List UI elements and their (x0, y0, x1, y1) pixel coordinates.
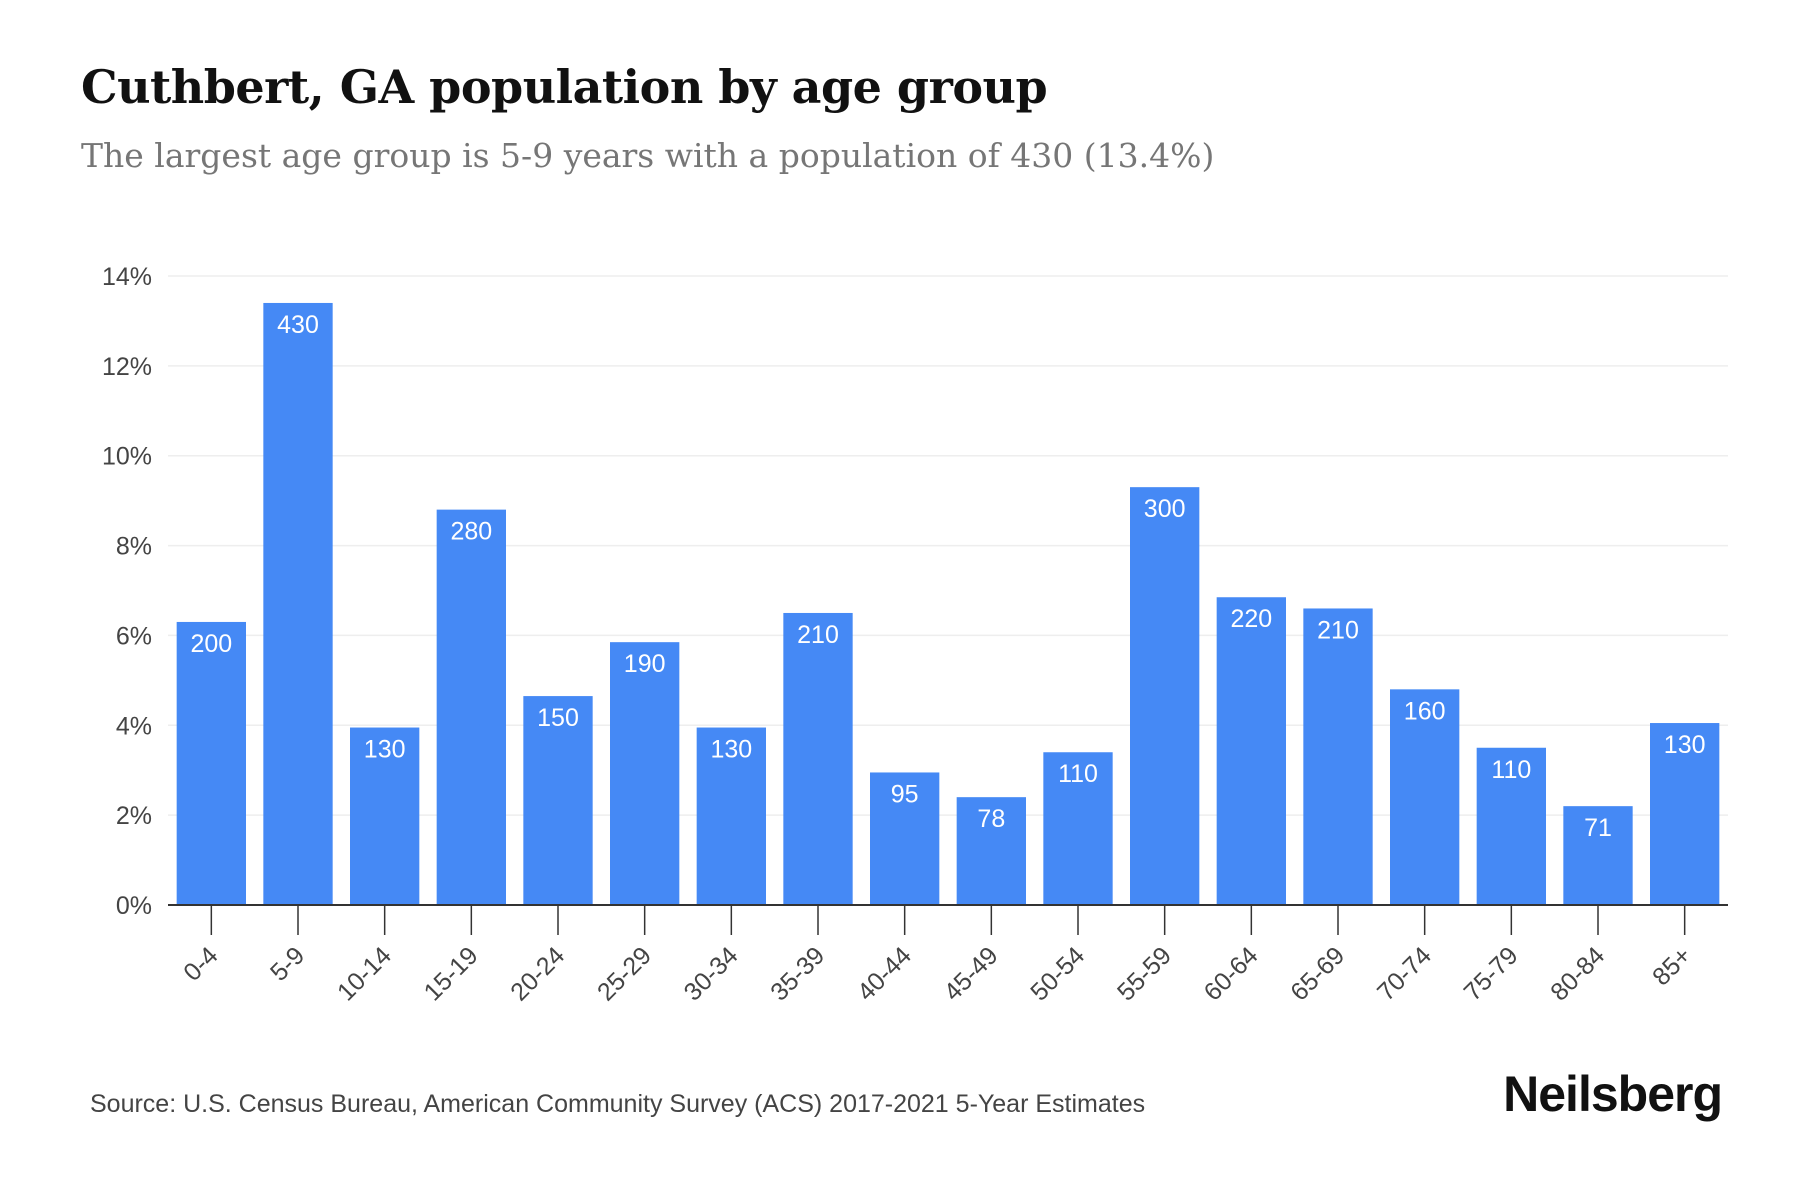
x-tick-label: 55-59 (1112, 941, 1177, 1006)
bar-value-label: 160 (1404, 697, 1446, 725)
bar-10-14 (350, 727, 420, 905)
source-note: Source: U.S. Census Bureau, American Com… (90, 1090, 1146, 1118)
bar-value-label: 200 (190, 630, 232, 658)
x-tick-label: 75-79 (1459, 941, 1524, 1006)
x-tick-label: 15-19 (419, 941, 484, 1006)
y-tick-label: 14% (102, 263, 152, 291)
x-tick-label: 65-69 (1285, 941, 1350, 1006)
bar-40-44 (870, 772, 940, 905)
bar-45-49 (956, 797, 1026, 905)
bar-80-84 (1563, 806, 1633, 905)
y-tick-label: 2% (116, 802, 152, 830)
bar-value-label: 130 (710, 736, 752, 764)
bar-value-label: 220 (1230, 605, 1272, 633)
bar-60-64 (1216, 597, 1286, 905)
y-tick-label: 4% (116, 712, 152, 740)
x-tick-label: 30-34 (679, 941, 744, 1006)
grid-lines (168, 275, 1728, 816)
x-tick-label: 80-84 (1545, 941, 1610, 1006)
x-tick-label: 25-29 (592, 941, 657, 1006)
bar-30-34 (696, 727, 766, 905)
x-tick-label: 10-14 (332, 941, 397, 1006)
chart-title: Cuthbert, GA population by age group (81, 60, 1048, 114)
bar-value-label: 210 (797, 621, 839, 649)
bar-35-39 (783, 612, 853, 905)
y-tick-label: 6% (116, 622, 152, 650)
bar-value-label: 150 (537, 704, 579, 732)
bar-value-label: 71 (1584, 814, 1612, 842)
y-tick-label: 10% (102, 443, 152, 471)
bar-value-label: 130 (1664, 731, 1706, 759)
y-tick-label: 12% (102, 353, 152, 381)
x-tick-label: 20-24 (505, 941, 570, 1006)
x-tick-label: 70-74 (1372, 941, 1437, 1006)
chart-subtitle: The largest age group is 5-9 years with … (81, 136, 1215, 175)
bar-value-label: 110 (1058, 760, 1098, 788)
bar-20-24 (523, 696, 593, 905)
bar-value-label: 210 (1317, 616, 1359, 644)
bar-50-54 (1043, 752, 1113, 905)
bar-75-79 (1476, 747, 1546, 905)
x-tick-label: 85+ (1647, 941, 1697, 991)
bar-5-9 (263, 302, 333, 905)
x-tick-label: 35-39 (765, 941, 830, 1006)
y-tick-label: 8% (116, 533, 152, 561)
bar-value-label: 110 (1491, 756, 1531, 784)
x-tick-label: 40-44 (852, 941, 917, 1006)
bar-0-4 (176, 621, 246, 905)
bar-value-label: 95 (891, 780, 919, 808)
bar-value-label: 190 (624, 650, 666, 678)
x-tick-label: 0-4 (178, 941, 223, 986)
bar-15-19 (436, 509, 506, 905)
x-tick-label: 50-54 (1025, 941, 1090, 1006)
bars (176, 302, 1720, 905)
bar-55-59 (1130, 487, 1200, 905)
bar-value-label: 430 (277, 311, 319, 339)
y-tick-label: 0% (116, 892, 152, 920)
x-tick-label: 60-64 (1199, 941, 1264, 1006)
bar-70-74 (1390, 689, 1460, 905)
bar-value-label: 130 (364, 736, 406, 764)
x-tick-label: 5-9 (265, 941, 310, 986)
bar-65-69 (1303, 608, 1373, 905)
bar-25-29 (610, 642, 680, 905)
bar-labels: 200 430 130 280 150 190 130 210 95 78 110 300 220 210… (190, 311, 1705, 842)
bar-value-label: 280 (450, 518, 492, 546)
brand-logo: Neilsberg (1503, 1066, 1723, 1122)
x-tick-label: 45-49 (939, 941, 1004, 1006)
bar-value-label: 78 (977, 805, 1005, 833)
bar-value-label: 300 (1144, 495, 1186, 523)
bar-85+ (1650, 723, 1720, 905)
